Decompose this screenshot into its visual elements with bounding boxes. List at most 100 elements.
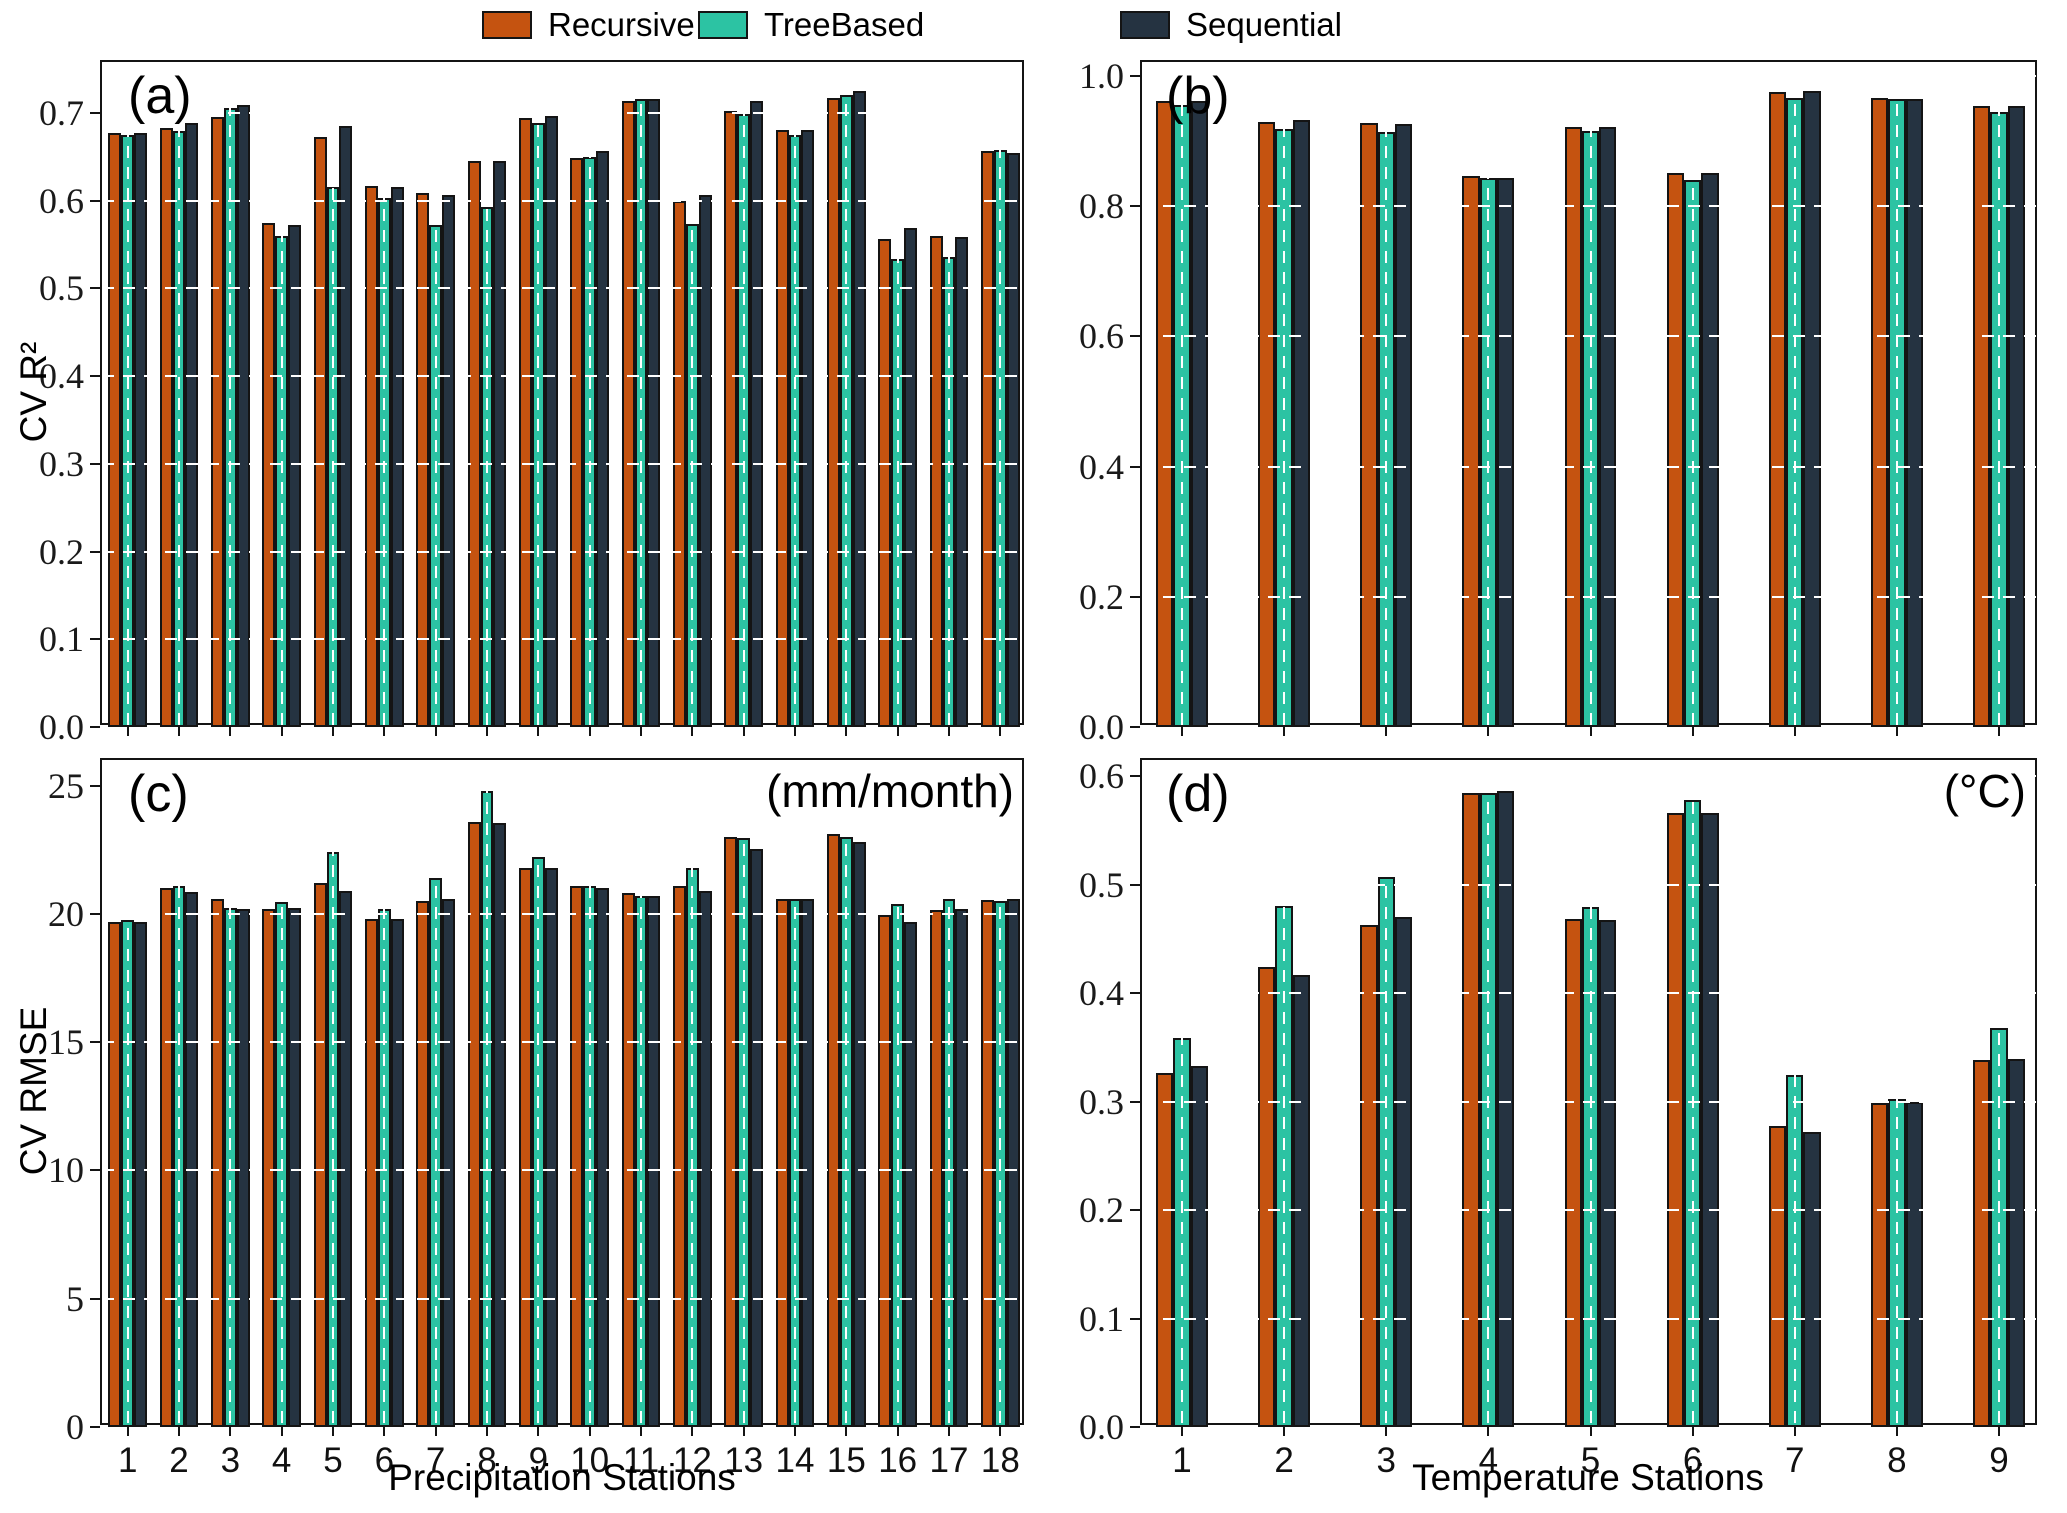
bar-recursive-station-4 — [262, 908, 276, 1427]
x-tick — [1283, 1427, 1286, 1436]
x-tick — [1691, 1427, 1694, 1436]
bar-sequential-station-9 — [2007, 105, 2025, 727]
y-tick-label: 0.4 — [39, 356, 84, 397]
gridline-x — [1691, 62, 1694, 727]
y-tick-label: 0.6 — [1079, 756, 1124, 797]
bar-sequential-station-7 — [442, 195, 455, 727]
bar-sequential-station-13 — [750, 100, 763, 727]
gridline-x — [999, 760, 1002, 1427]
x-tick — [1385, 1427, 1388, 1436]
gridline-x — [383, 760, 386, 1427]
gridline-x — [332, 760, 334, 1427]
bar-recursive-station-5 — [1564, 919, 1582, 1427]
x-tick-label: 18 — [980, 1441, 1020, 1480]
y-tick — [1130, 465, 1140, 468]
bar-sequential-station-2 — [185, 892, 199, 1427]
bar-recursive-station-15 — [827, 97, 840, 727]
y-tick-label: 15 — [48, 1022, 84, 1063]
gridline-y — [102, 1041, 1026, 1044]
gridline-y — [102, 638, 1026, 641]
y-tick — [1130, 74, 1140, 77]
bar-sequential-station-6 — [1701, 812, 1719, 1427]
bar-sequential-station-3 — [236, 104, 250, 727]
x-tick — [486, 727, 488, 736]
bar-recursive-station-2 — [1258, 967, 1276, 1427]
y-tick — [90, 912, 100, 915]
bar-recursive-station-1 — [108, 921, 122, 1427]
x-tick — [1895, 1427, 1898, 1436]
gridline-x — [1181, 62, 1183, 727]
gridline-x — [434, 62, 437, 727]
y-axis-title-cv-r2: CV R² — [13, 341, 54, 443]
x-tick — [1487, 727, 1490, 736]
x-tick — [588, 727, 591, 736]
bar-sequential-station-7 — [442, 898, 455, 1427]
gridline-y — [102, 1169, 1026, 1172]
bar-recursive-station-6 — [1666, 812, 1684, 1427]
y-tick — [1130, 726, 1140, 728]
gridline-x — [794, 760, 796, 1427]
gridline-x — [1691, 760, 1694, 1427]
x-tick — [126, 727, 129, 736]
y-tick — [1130, 1209, 1140, 1212]
x-tick — [178, 727, 180, 736]
x-tick — [383, 1427, 386, 1436]
bar-recursive-station-12 — [673, 885, 686, 1427]
bar-recursive-station-4 — [262, 222, 276, 727]
y-tick-label: 0.7 — [39, 92, 84, 133]
bar-sequential-station-11 — [647, 895, 661, 1427]
x-tick — [742, 727, 745, 736]
legend-swatch-recursive — [482, 11, 532, 39]
bar-recursive-station-10 — [570, 885, 584, 1427]
bar-sequential-station-5 — [339, 890, 353, 1427]
plot-area-cv-rmse-precipitation: 0 5 10 15 20 25 1 2 3 4 5 6 7 8 9 10 11 12 13 14 15 16 17 18 — [48, 758, 1026, 1480]
x-tick — [691, 1427, 694, 1436]
bar-recursive-station-7 — [416, 192, 430, 727]
bar-recursive-station-2 — [1258, 122, 1276, 727]
gridline-x — [383, 62, 386, 727]
gridline-x — [1589, 760, 1592, 1427]
gridline-x — [588, 760, 591, 1427]
bar-sequential-station-15 — [852, 842, 866, 1427]
x-tick — [1589, 1427, 1592, 1436]
x-tick-label: 9 — [1989, 1441, 2009, 1480]
y-tick-label: 0.2 — [1079, 1190, 1124, 1231]
x-tick-label: 4 — [271, 1441, 292, 1480]
legend-item-sequential: Sequential — [1120, 6, 1342, 44]
legend-swatch-sequential — [1120, 11, 1170, 39]
bar-sequential-station-8 — [1905, 98, 1923, 727]
bar-sequential-station-16 — [904, 227, 917, 727]
y-tick-label: 0.5 — [1079, 864, 1124, 905]
plot-area-cv-r2-precipitation: 0.0 0.1 0.2 0.3 0.4 0.5 0.6 0.7 — [39, 60, 1026, 746]
gridline-x — [280, 760, 283, 1427]
bar-recursive-station-14 — [775, 130, 789, 727]
gridline-x — [588, 62, 591, 727]
bar-sequential-station-8 — [493, 822, 507, 1427]
x-tick — [280, 1427, 283, 1436]
bar-sequential-station-16 — [904, 921, 917, 1427]
bar-recursive-station-6 — [1666, 172, 1684, 727]
bar-sequential-station-9 — [544, 867, 558, 1427]
gridline-x — [1895, 62, 1898, 727]
gridline-x — [1589, 62, 1592, 727]
bar-sequential-station-1 — [134, 133, 147, 727]
y-tick — [90, 726, 100, 728]
y-tick — [90, 550, 100, 553]
x-tick — [537, 1427, 540, 1436]
y-tick-label: 0.8 — [1079, 186, 1124, 227]
gridline-y — [102, 199, 1026, 202]
gridline-y — [102, 912, 1026, 915]
bar-sequential-station-7 — [1803, 1131, 1821, 1427]
gridline-y — [102, 550, 1026, 553]
y-tick — [90, 1426, 100, 1428]
bar-recursive-station-5 — [313, 136, 327, 727]
plot-area-cv-r2-temperature: 0.0 0.2 0.4 0.6 0.8 1.0 — [1079, 57, 2039, 746]
x-tick — [1283, 727, 1286, 736]
bar-sequential-station-11 — [647, 98, 661, 727]
bar-sequential-station-1 — [1190, 1065, 1208, 1427]
gridline-x — [845, 760, 848, 1427]
gridline-x — [896, 760, 899, 1427]
x-tick — [845, 1427, 848, 1436]
x-tick — [1998, 727, 2000, 736]
y-axis-title-cv-rmse: CV RMSE — [13, 1006, 54, 1176]
